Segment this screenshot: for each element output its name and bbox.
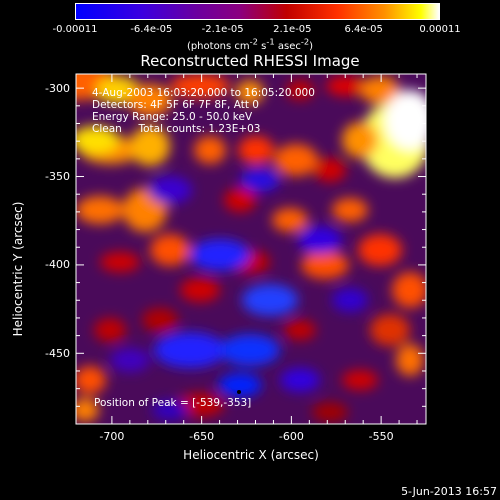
y-tick-label: -450 <box>45 346 70 360</box>
intensity-blob <box>110 348 150 372</box>
intensity-blob <box>274 144 318 176</box>
intensity-blob <box>342 122 378 158</box>
intensity-blob <box>128 84 172 116</box>
peak-marker <box>237 390 241 394</box>
colorbar-tick-label: 2.1e-05 <box>273 24 312 35</box>
intensity-blob <box>312 402 348 422</box>
intensity-blob <box>100 252 140 272</box>
intensity-blob <box>224 188 256 212</box>
intensity-blob <box>326 76 366 96</box>
intensity-blob <box>150 234 190 266</box>
intensity-blob <box>76 398 99 422</box>
intensity-blob <box>284 320 316 340</box>
intensity-blob <box>76 196 124 224</box>
intensity-blob <box>385 90 426 150</box>
intensity-blob <box>301 251 349 279</box>
intensity-blob <box>148 176 192 204</box>
intensity-blob <box>332 288 368 312</box>
intensity-blob <box>236 80 264 104</box>
intensity-blob <box>238 136 274 164</box>
intensity-blob <box>94 318 126 342</box>
x-tick-label: -700 <box>99 430 125 443</box>
intensity-blob <box>240 168 280 192</box>
annotation-line: Energy Range: 25.0 - 50.0 keV <box>92 111 253 123</box>
chart-title: Reconstructed RHESSI Image <box>140 52 360 70</box>
intensity-blob <box>176 393 224 417</box>
colorbar-unit-label: (photons cm-2 s-1 asec-2) <box>186 37 314 53</box>
intensity-blob <box>272 208 308 232</box>
intensity-blob <box>76 126 119 154</box>
intensity-blob <box>180 278 220 302</box>
intensity-blob <box>298 226 342 254</box>
x-tick-label: -550 <box>368 430 394 443</box>
annotation-line: Detectors: 4F 5F 6F 7F 8F, Att 0 <box>92 99 259 111</box>
intensity-blob <box>392 272 426 308</box>
intensity-blob <box>342 370 378 390</box>
intensity-blob <box>280 368 320 392</box>
intensity-blob <box>142 308 178 332</box>
colorbar-tick-label: 6.4e-05 <box>344 24 383 35</box>
intensity-blob <box>370 314 410 346</box>
annotation-line: 4-Aug-2003 16:03:20.000 to 16:05:20.000 <box>92 87 315 99</box>
y-tick-label: -400 <box>45 258 70 272</box>
x-tick-label: -650 <box>189 430 215 443</box>
intensity-blob <box>190 239 250 271</box>
intensity-blob <box>332 198 368 222</box>
y-tick-label: -300 <box>45 81 70 95</box>
intensity-blob <box>170 74 230 98</box>
footer-date: 5-Jun-2013 16:57 <box>401 485 497 498</box>
annotation-line: Clean Total counts: 1.23E+03 <box>92 123 261 135</box>
peak-label: Position of Peak = [-539,-353] <box>94 397 252 409</box>
x-axis-label: Heliocentric X (arcsec) <box>183 448 319 462</box>
y-tick-label: -350 <box>45 170 70 184</box>
intensity-blob <box>130 126 170 166</box>
colorbar-tick-label: -0.00011 <box>52 24 98 35</box>
annotation-block: 4-Aug-2003 16:03:20.000 to 16:05:20.000 D… <box>92 87 315 135</box>
intensity-blob <box>194 136 226 164</box>
colorbar-tick-label: 0.00011 <box>419 24 461 35</box>
intensity-blob <box>218 373 262 397</box>
intensity-blob <box>396 344 424 376</box>
colorbar-tick-label: -2.1e-05 <box>201 24 244 35</box>
x-tick-label: -600 <box>278 430 304 443</box>
intensity-blob <box>286 80 314 100</box>
intensity-blob <box>76 366 106 394</box>
colorbar <box>75 3 440 20</box>
intensity-blob <box>220 334 280 366</box>
intensity-blob <box>152 400 188 420</box>
colorbar-tick-label: -6.4e-05 <box>130 24 173 35</box>
intensity-blob <box>242 284 298 316</box>
intensity-blob <box>154 332 226 368</box>
intensity-blob <box>360 76 400 104</box>
intensity-blob <box>314 158 346 182</box>
y-axis-label: Heliocentric Y (arcsec) <box>11 201 25 337</box>
intensity-blob <box>358 234 402 266</box>
